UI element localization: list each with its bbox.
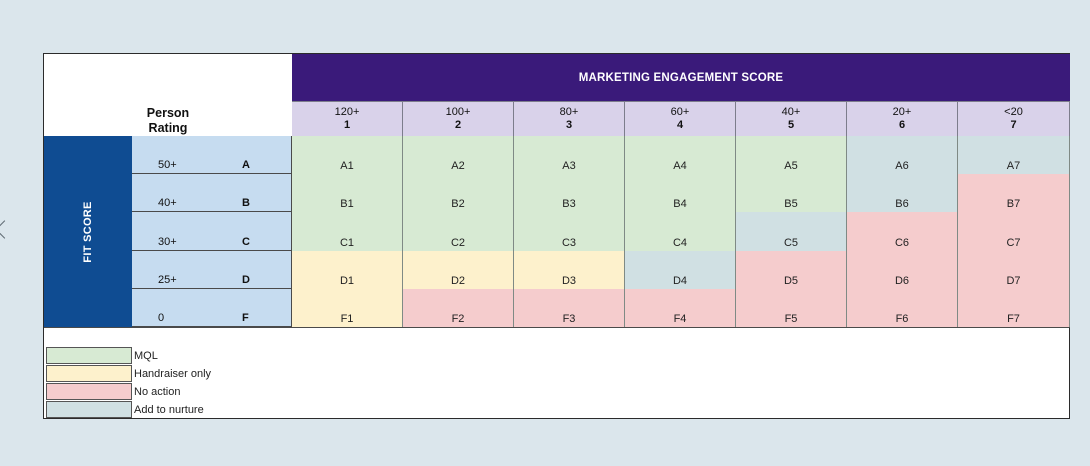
rating-letter: D [242, 274, 250, 286]
matrix-cell: B1 [292, 174, 403, 212]
person-rating-label: Person Rating [132, 106, 204, 136]
matrix-cell: C5 [736, 212, 847, 251]
rating-row: 30+ C [132, 212, 292, 251]
matrix-cell: A5 [736, 136, 847, 174]
fit-score-label: FIT SCORE [82, 201, 94, 263]
legend-label: MQL [134, 350, 158, 362]
lead-scoring-matrix: MARKETING ENGAGEMENT SCORE Person Rating… [43, 53, 1070, 419]
matrix-cell: C6 [847, 212, 958, 251]
matrix-cell: C2 [403, 212, 514, 251]
matrix-cell: C7 [958, 212, 1070, 251]
legend-label: Add to nurture [134, 404, 204, 416]
rating-score: 30+ [158, 236, 177, 248]
rating-score: 25+ [158, 274, 177, 286]
legend-swatch [46, 401, 132, 418]
matrix-cell: A3 [514, 136, 625, 174]
engagement-score: 120+ [334, 106, 360, 118]
engagement-column-number: 7 [1010, 119, 1017, 131]
rating-score: 0 [158, 312, 165, 324]
marketing-engagement-header: MARKETING ENGAGEMENT SCORE [292, 54, 1070, 101]
matrix-cell: F4 [625, 289, 736, 327]
matrix-cell: A4 [625, 136, 736, 174]
engagement-column-number: 5 [787, 119, 795, 131]
engagement-score: <20 [1004, 106, 1023, 118]
rating-row: 40+ B [132, 174, 292, 212]
rating-row: 25+ D [132, 251, 292, 289]
legend-swatch [46, 347, 132, 364]
legend-swatch [46, 365, 132, 382]
engagement-score: 100+ [445, 106, 471, 118]
matrix-cell: C3 [514, 212, 625, 251]
matrix-cell: D7 [958, 251, 1070, 289]
engagement-score: 20+ [892, 106, 912, 118]
matrix-cell: A2 [403, 136, 514, 174]
matrix-cell: A6 [847, 136, 958, 174]
matrix-cell: D2 [403, 251, 514, 289]
engagement-column-header: 40+ 5 [736, 101, 847, 136]
rating-score: 50+ [158, 159, 177, 171]
rating-row: 50+ A [132, 136, 292, 174]
matrix-cell: F1 [292, 289, 403, 327]
engagement-column-number: 2 [454, 119, 462, 131]
person-rating-line1: Person [146, 106, 190, 120]
matrix-cell: A1 [292, 136, 403, 174]
engagement-column-header: 80+ 3 [514, 101, 625, 136]
engagement-score: 40+ [781, 106, 801, 118]
engagement-column-number: 6 [898, 119, 906, 131]
matrix-cell: D5 [736, 251, 847, 289]
rating-letter: B [242, 197, 250, 209]
matrix-cell: D1 [292, 251, 403, 289]
matrix-cell: F6 [847, 289, 958, 327]
matrix-cell: F3 [514, 289, 625, 327]
engagement-score: 80+ [559, 106, 579, 118]
legend-label: Handraiser only [134, 368, 212, 380]
engagement-column-number: 3 [565, 119, 573, 131]
matrix-bottom-border [44, 327, 1070, 328]
matrix-cell: F7 [958, 289, 1070, 327]
matrix-cell: A7 [958, 136, 1070, 174]
chevron-left-icon[interactable] [0, 220, 14, 239]
engagement-column-number: 1 [343, 119, 351, 131]
person-rating-line2: Rating [148, 121, 188, 135]
matrix-cell: D6 [847, 251, 958, 289]
matrix-cell: B3 [514, 174, 625, 212]
matrix-cell: B4 [625, 174, 736, 212]
matrix-cell: C4 [625, 212, 736, 251]
engagement-column-header: 20+ 6 [847, 101, 958, 136]
matrix-cell: B6 [847, 174, 958, 212]
engagement-column-header: 100+ 2 [403, 101, 514, 136]
matrix-cell: F5 [736, 289, 847, 327]
matrix-cell: B5 [736, 174, 847, 212]
matrix-cell: D3 [514, 251, 625, 289]
engagement-column-number: 4 [676, 119, 684, 131]
engagement-column-header: <20 7 [958, 101, 1070, 136]
matrix-cell: F2 [403, 289, 514, 327]
matrix-cell: D4 [625, 251, 736, 289]
rating-letter: C [242, 236, 250, 248]
matrix-cell: B2 [403, 174, 514, 212]
engagement-column-header: 120+ 1 [292, 101, 403, 136]
rating-letter: A [242, 159, 250, 171]
legend-swatch [46, 383, 132, 400]
rating-letter: F [242, 312, 249, 324]
rating-score: 40+ [158, 197, 177, 209]
engagement-column-header: 60+ 4 [625, 101, 736, 136]
engagement-score: 60+ [670, 106, 690, 118]
legend-label: No action [134, 386, 181, 398]
fit-score-column [44, 136, 132, 327]
matrix-cell: C1 [292, 212, 403, 251]
matrix-cell: B7 [958, 174, 1070, 212]
